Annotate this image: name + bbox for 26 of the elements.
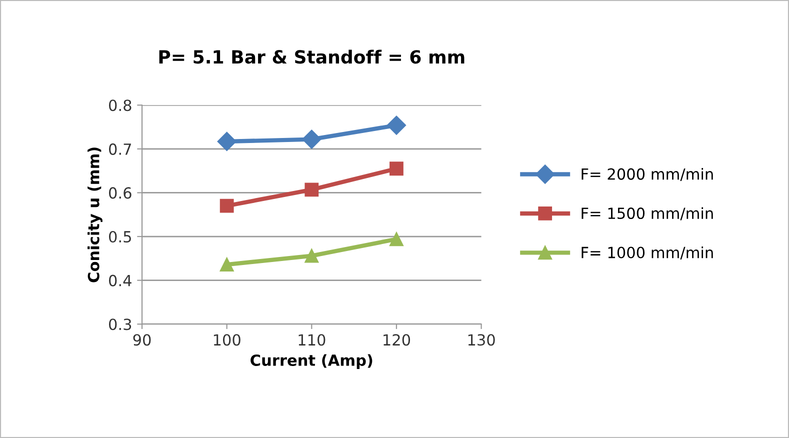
point [390, 232, 404, 246]
y-tick-label: 0.4 [109, 274, 132, 286]
x-tick-label: 100 [214, 334, 240, 346]
y-tick-label: 0.8 [109, 100, 132, 112]
legend-label: F= 1000 mm/min [582, 246, 713, 260]
point [304, 182, 319, 197]
y-axis-title: Conicity u (mm) [88, 148, 102, 282]
x-tick-label: 130 [468, 334, 495, 346]
point [386, 116, 406, 135]
x-tick-label: 90 [133, 334, 151, 346]
point [304, 248, 319, 263]
y-tick-label: 0.3 [109, 318, 132, 330]
x-tick-label: 120 [384, 334, 410, 346]
chart-title: P= 5.1 Bar & Standoff = 6 mm [159, 50, 464, 64]
point [390, 162, 404, 176]
x-axis-title: Current (Amp) [250, 354, 372, 369]
y-tick-label: 0.7 [109, 143, 131, 155]
legend-label: F= 2000 mm/min [582, 168, 713, 182]
x-tick-label: 110 [298, 334, 326, 346]
point [220, 198, 234, 213]
y-tick-label: 0.5 [109, 230, 131, 243]
y-tick-label: 0.6 [109, 187, 132, 199]
point [220, 258, 234, 272]
legend-label: F= 1500 mm/min [582, 207, 713, 220]
point [217, 132, 236, 152]
point [302, 130, 322, 149]
